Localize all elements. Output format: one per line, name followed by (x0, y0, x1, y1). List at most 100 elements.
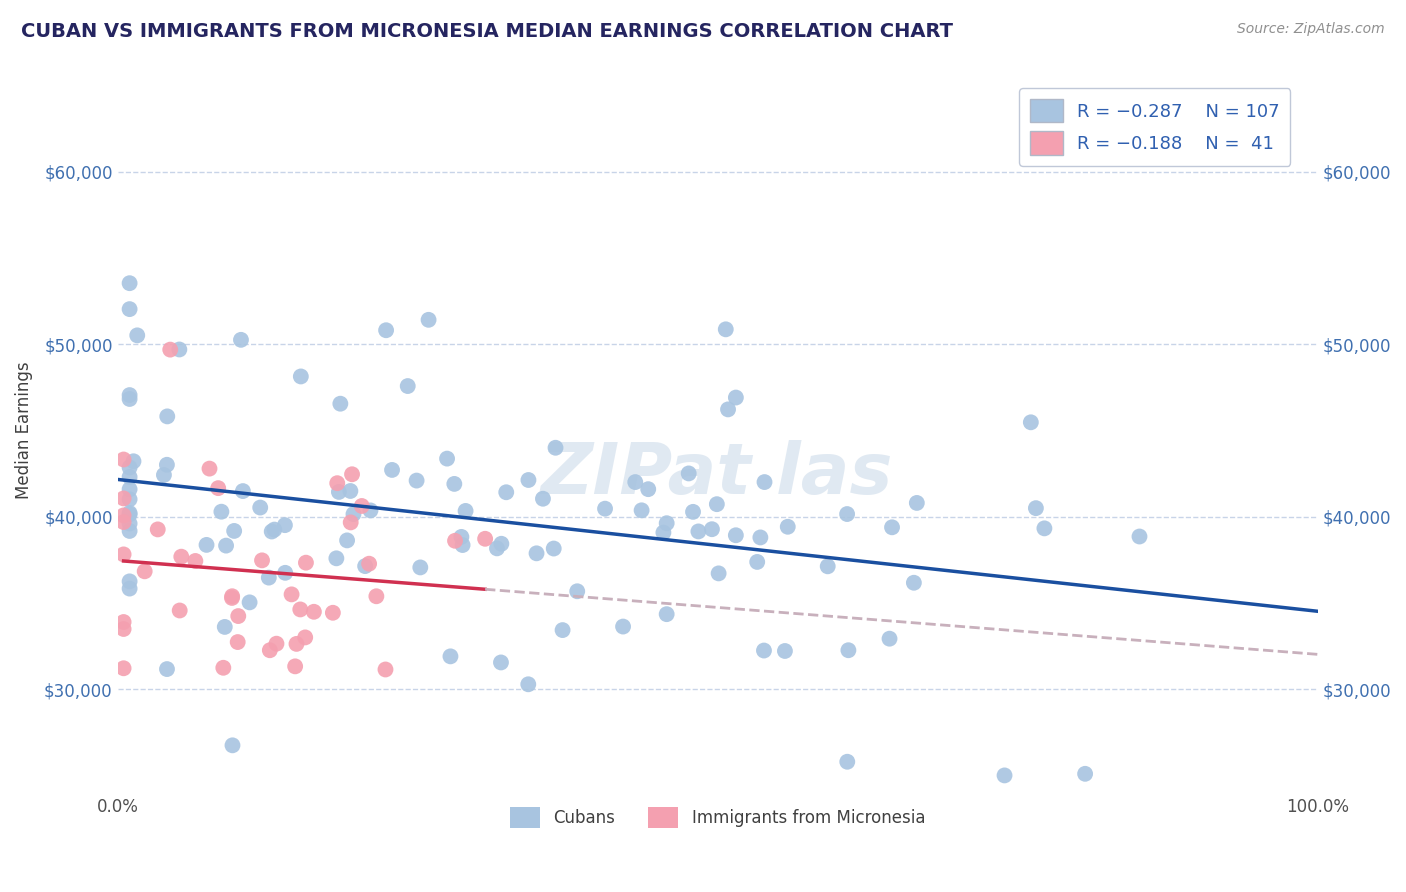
Point (336, 533, 359, 548)
Point (374, 663, 396, 677)
Point (489, 656, 512, 670)
Point (266, 637, 288, 651)
Point (707, 566, 730, 581)
Point (112, 491, 135, 506)
Point (354, 559, 377, 574)
Point (118, 524, 141, 538)
Point (444, 533, 467, 548)
Point (776, 520, 799, 534)
Point (134, 564, 156, 578)
Point (724, 528, 747, 542)
Point (221, 739, 243, 753)
Point (688, 524, 710, 539)
Point (439, 649, 461, 664)
Point (706, 497, 728, 511)
Point (285, 637, 308, 651)
Point (221, 591, 243, 605)
Point (637, 482, 659, 496)
Point (1128, 529, 1150, 543)
Point (198, 461, 221, 475)
Text: Source: ZipAtlas.com: Source: ZipAtlas.com (1237, 22, 1385, 37)
Point (517, 677, 540, 691)
Point (544, 441, 567, 455)
Point (169, 343, 191, 357)
Point (517, 473, 540, 487)
Point (747, 555, 769, 569)
Point (146, 522, 169, 536)
Point (274, 518, 297, 533)
Point (170, 549, 193, 564)
Point (837, 643, 859, 657)
Point (290, 369, 312, 384)
Point (325, 551, 347, 566)
Point (485, 541, 508, 556)
Point (754, 475, 776, 489)
Point (567, 584, 589, 599)
Point (221, 589, 243, 603)
Point (491, 537, 513, 551)
Point (112, 548, 135, 562)
Point (749, 530, 772, 544)
Point (1074, 767, 1097, 781)
Point (993, 768, 1015, 782)
Point (118, 302, 141, 317)
Point (274, 566, 297, 580)
Point (263, 523, 285, 537)
Point (159, 343, 181, 357)
Point (302, 605, 325, 619)
Point (405, 474, 427, 488)
Point (209, 505, 232, 519)
Point (837, 755, 859, 769)
Point (118, 506, 141, 520)
Point (905, 496, 928, 510)
Point (284, 659, 307, 673)
Point (752, 643, 775, 657)
Point (122, 454, 145, 468)
Point (169, 603, 191, 617)
Point (226, 609, 249, 624)
Point (232, 484, 254, 499)
Point (112, 452, 135, 467)
Point (207, 481, 229, 495)
Point (118, 482, 141, 496)
Point (280, 587, 302, 601)
Point (257, 571, 280, 585)
Point (443, 476, 465, 491)
Point (593, 501, 616, 516)
Point (724, 391, 747, 405)
Point (212, 661, 235, 675)
Point (112, 508, 135, 523)
Point (339, 483, 361, 498)
Point (418, 313, 440, 327)
Point (156, 662, 179, 676)
Point (239, 595, 262, 609)
Point (118, 388, 141, 402)
Point (773, 644, 796, 658)
Legend: Cubans, Immigrants from Micronesia: Cubans, Immigrants from Micronesia (503, 800, 932, 835)
Point (360, 503, 382, 517)
Point (224, 524, 246, 538)
Point (112, 515, 135, 529)
Point (450, 530, 472, 544)
Point (249, 500, 271, 515)
Point (118, 516, 141, 531)
Point (630, 503, 652, 517)
Point (295, 556, 318, 570)
Point (118, 508, 141, 522)
Point (184, 554, 207, 568)
Point (396, 379, 419, 393)
Point (156, 458, 179, 472)
Point (526, 546, 548, 560)
Point (214, 620, 236, 634)
Point (817, 559, 839, 574)
Point (118, 492, 141, 507)
Point (454, 504, 477, 518)
Point (226, 635, 249, 649)
Point (290, 602, 312, 616)
Text: CUBAN VS IMMIGRANTS FROM MICRONESIA MEDIAN EARNINGS CORRELATION CHART: CUBAN VS IMMIGRANTS FROM MICRONESIA MEDI… (21, 22, 953, 41)
Point (342, 507, 364, 521)
Point (474, 532, 496, 546)
Point (655, 516, 678, 531)
Point (495, 485, 517, 500)
Point (835, 507, 858, 521)
